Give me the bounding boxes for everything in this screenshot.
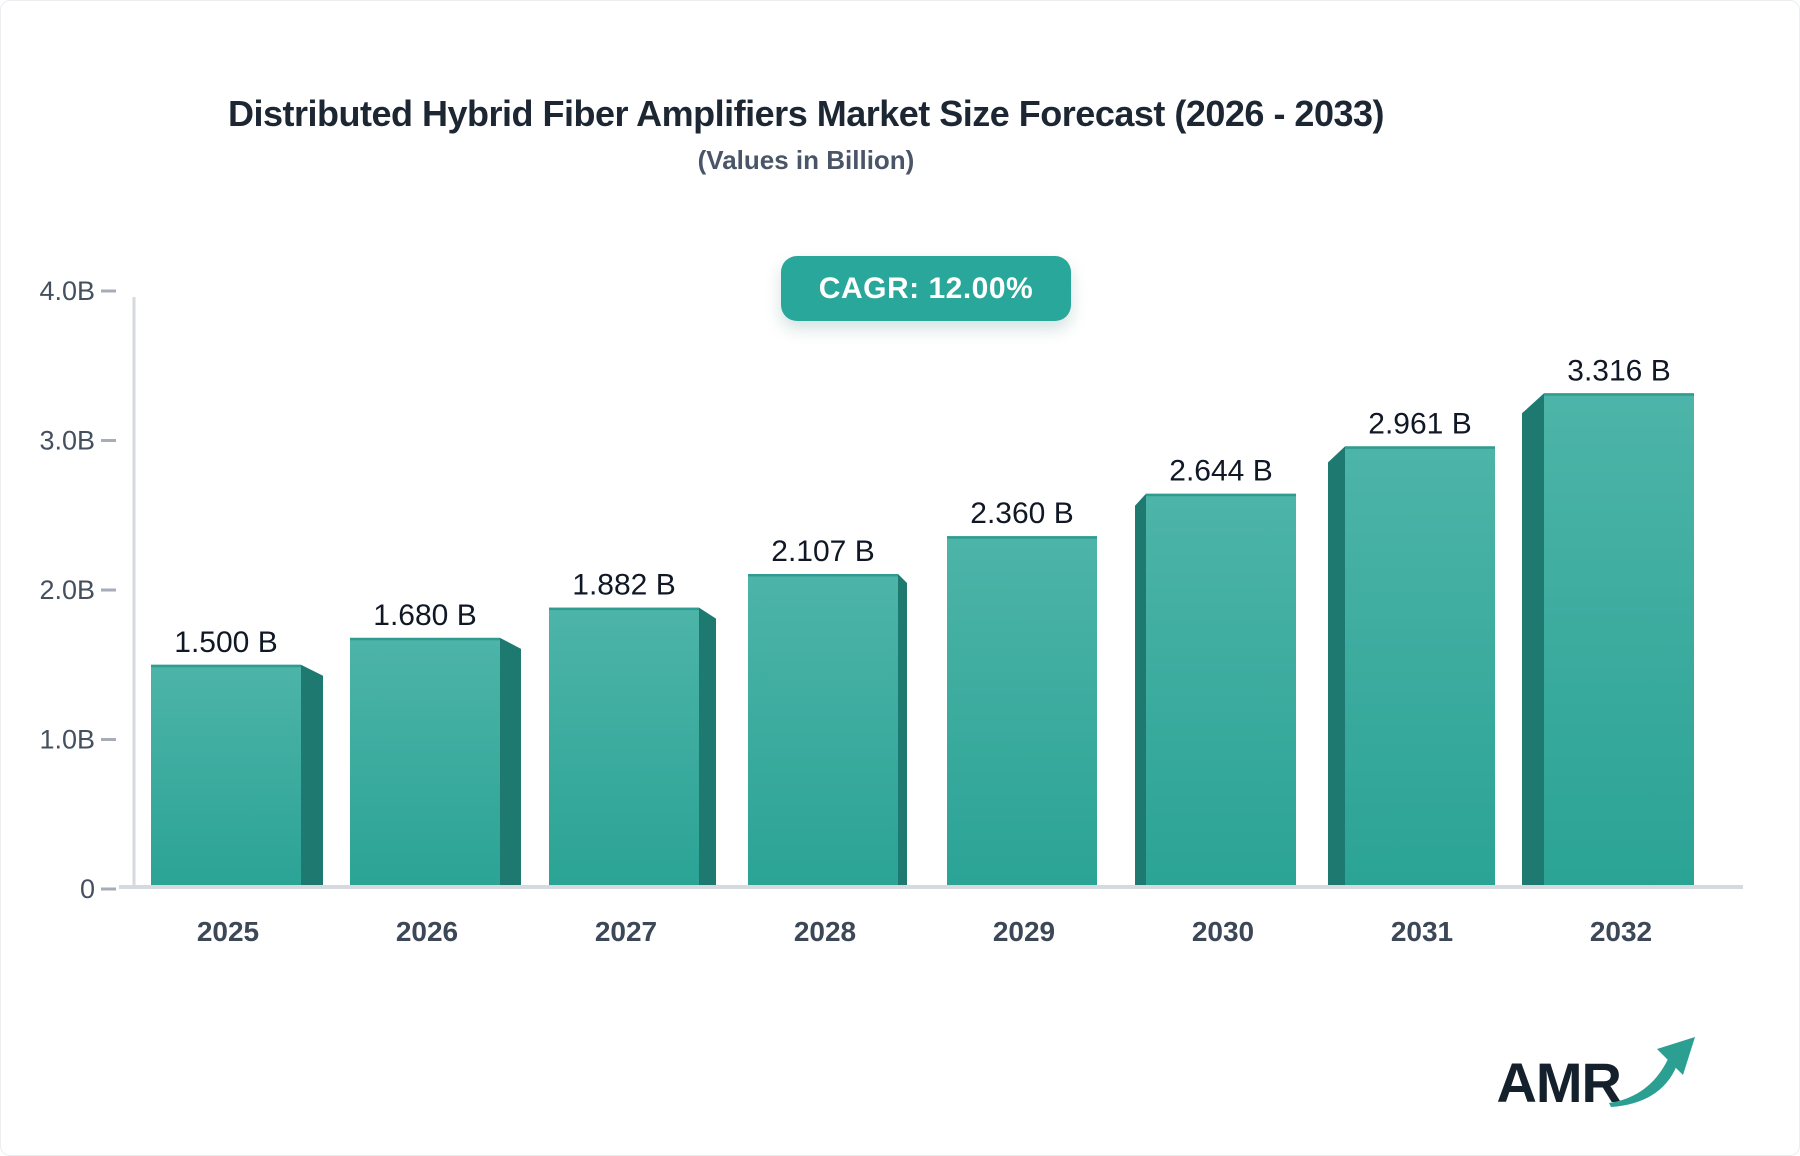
bar-top-edge bbox=[1544, 393, 1694, 396]
bar-value-label: 2.360 B bbox=[970, 497, 1073, 530]
x-axis-line bbox=[119, 885, 1743, 889]
amr-logo-text: AMR bbox=[1496, 1051, 1622, 1114]
bar-top-edge bbox=[350, 637, 500, 641]
x-axis-label: 2030 bbox=[1192, 916, 1254, 947]
bar-2032[interactable] bbox=[1544, 393, 1694, 889]
bar-side-face bbox=[898, 574, 907, 889]
x-axis-label: 2027 bbox=[595, 916, 657, 947]
y-axis-tick-label: 2.0B bbox=[39, 575, 95, 605]
bar-top-edge bbox=[748, 574, 898, 577]
y-axis-line bbox=[132, 297, 136, 889]
y-axis-tick bbox=[101, 738, 116, 741]
bar-top-edge bbox=[1345, 446, 1495, 449]
bar-value-label: 1.680 B bbox=[373, 599, 476, 632]
y-axis-tick-label: 0 bbox=[80, 874, 95, 904]
cagr-badge-label: CAGR: 12.00% bbox=[818, 271, 1034, 305]
bar-side-face bbox=[1135, 493, 1146, 889]
bar-2025[interactable] bbox=[151, 664, 301, 889]
y-axis-tick bbox=[101, 289, 116, 293]
x-axis-label: 2029 bbox=[993, 916, 1055, 947]
bar-side-face bbox=[301, 664, 323, 889]
bar-top-edge bbox=[151, 664, 301, 668]
bar-side-face bbox=[1328, 446, 1345, 889]
x-axis-label: 2031 bbox=[1391, 916, 1453, 947]
bar-2028[interactable] bbox=[748, 574, 898, 889]
bar-value-label: 1.500 B bbox=[174, 626, 277, 659]
bar-value-label: 2.961 B bbox=[1368, 407, 1471, 440]
x-axis-label: 2028 bbox=[794, 916, 856, 947]
bar-value-label: 2.107 B bbox=[771, 535, 874, 568]
bar-value-label: 3.316 B bbox=[1567, 354, 1670, 387]
amr-logo: AMR bbox=[1496, 1035, 1699, 1111]
y-axis-tick-label: 3.0B bbox=[39, 426, 95, 456]
y-axis-tick bbox=[101, 439, 116, 442]
x-axis-label: 2032 bbox=[1590, 916, 1652, 947]
logo-arrow-icon bbox=[1609, 1037, 1695, 1107]
bar-top-edge bbox=[947, 536, 1097, 539]
cagr-badge: CAGR: 12.00% bbox=[781, 256, 1071, 321]
y-axis-tick bbox=[101, 588, 116, 592]
bar-value-label: 1.882 B bbox=[572, 569, 675, 602]
bar-side-face bbox=[1522, 393, 1544, 889]
bar-2029[interactable] bbox=[947, 536, 1097, 889]
x-axis-label: 2025 bbox=[197, 916, 259, 947]
bar-2030[interactable] bbox=[1146, 493, 1296, 889]
bar-2027[interactable] bbox=[549, 607, 699, 889]
x-axis-label: 2026 bbox=[396, 916, 458, 947]
y-axis-tick-label: 4.0B bbox=[39, 276, 95, 306]
bar-value-label: 2.644 B bbox=[1169, 455, 1272, 488]
y-axis-tick-label: 1.0B bbox=[39, 725, 95, 755]
bar-2026[interactable] bbox=[350, 637, 500, 889]
y-axis-tick bbox=[101, 887, 116, 891]
bar-top-edge bbox=[549, 607, 699, 611]
bar-side-face bbox=[699, 607, 716, 889]
bar-top-edge bbox=[1146, 493, 1296, 497]
bar-side-face bbox=[500, 637, 521, 889]
bar-2031[interactable] bbox=[1345, 446, 1495, 889]
